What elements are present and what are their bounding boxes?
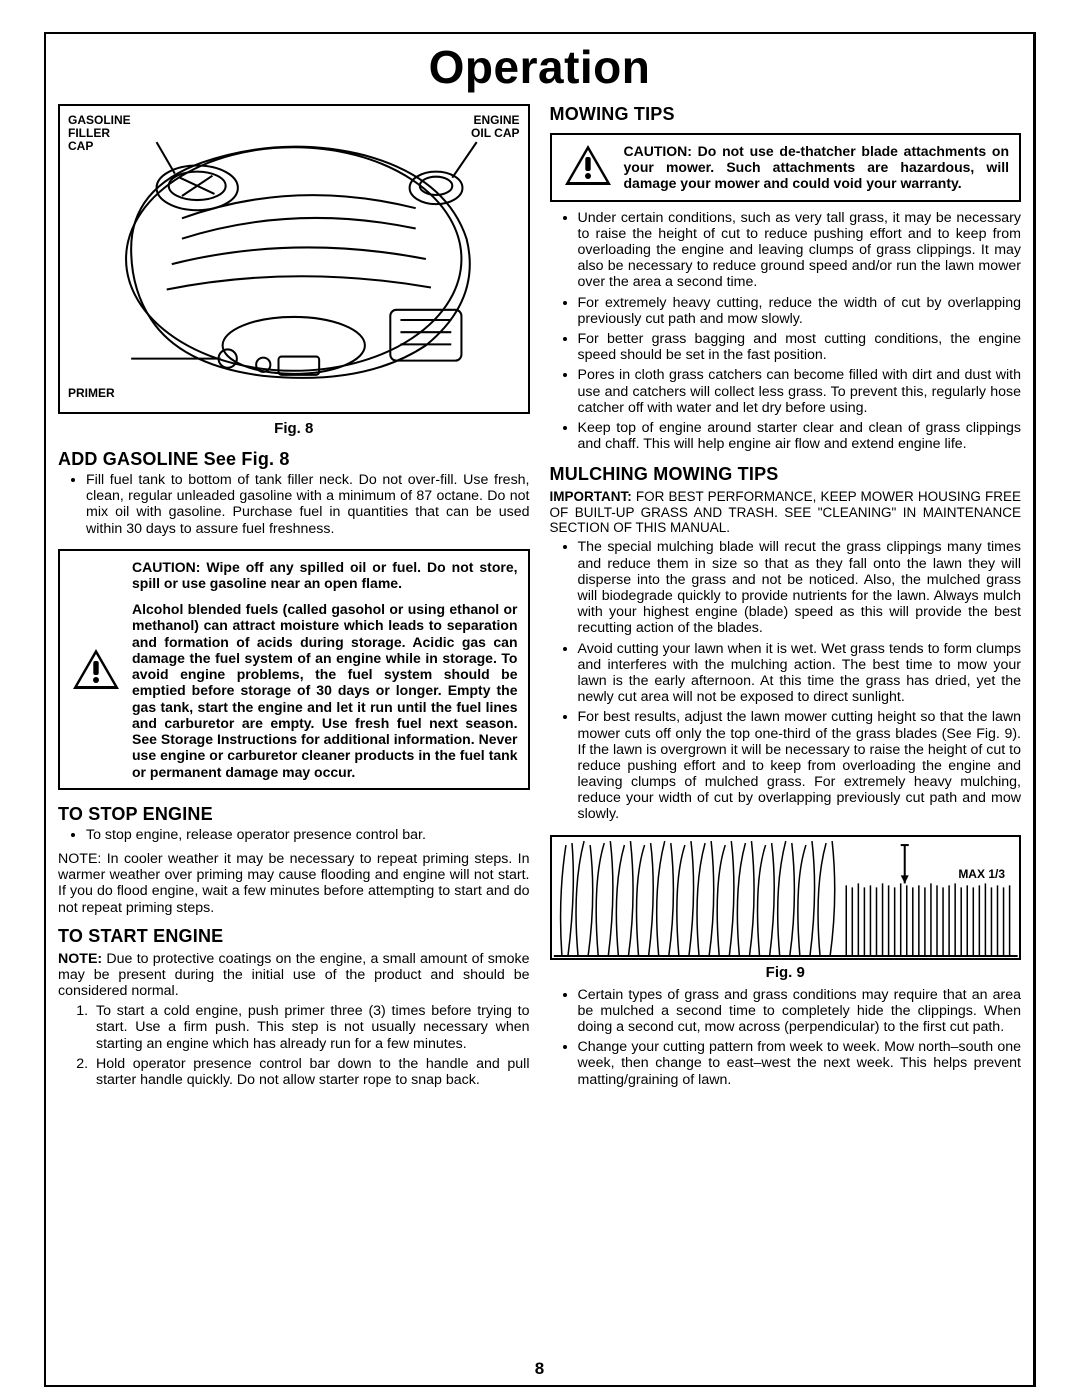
left-column: GASOLINE FILLER CAP ENGINE OIL CAP PRIME…	[58, 104, 530, 1094]
list-item: Change your cutting pattern from week to…	[578, 1039, 1022, 1088]
right-column: MOWING TIPS CAUTION: Do not use de-thatc…	[550, 104, 1022, 1094]
caution-box-fuel: CAUTION: Wipe off any spilled oil or fue…	[58, 549, 530, 790]
list-item: Hold operator presence control bar down …	[92, 1056, 530, 1088]
list-item: Fill fuel tank to bottom of tank filler …	[86, 472, 530, 537]
heading-mulching-tips: MULCHING MOWING TIPS	[550, 464, 1022, 485]
caution-fuel-text: CAUTION: Wipe off any spilled oil or fue…	[132, 559, 518, 780]
list-item: Pores in cloth grass catchers can become…	[578, 367, 1022, 416]
caution-dethatcher-text: CAUTION: Do not use de-thatcher blade at…	[624, 143, 1010, 192]
list-item: For better grass bagging and most cuttin…	[578, 331, 1022, 363]
list-item: For best results, adjust the lawn mower …	[578, 709, 1022, 822]
heading-start-engine: TO START ENGINE	[58, 926, 530, 947]
heading-add-gasoline: ADD GASOLINE See Fig. 8	[58, 449, 530, 470]
fig-8-caption: Fig. 8	[58, 420, 530, 437]
label-max-third: MAX 1/3	[958, 867, 1005, 881]
page-number: 8	[535, 1359, 544, 1379]
add-gasoline-list: Fill fuel tank to bottom of tank filler …	[58, 472, 530, 541]
page: Operation	[0, 0, 1080, 1397]
stop-engine-list: To stop engine, release operator presenc…	[58, 827, 530, 847]
warning-icon	[562, 143, 614, 192]
label-primer: PRIMER	[68, 387, 115, 400]
list-item: Keep top of engine around starter clear …	[578, 420, 1022, 452]
page-title: Operation	[58, 40, 1021, 94]
engine-figure-8: GASOLINE FILLER CAP ENGINE OIL CAP PRIME…	[58, 104, 530, 414]
mowing-tips-list: Under certain conditions, such as very t…	[550, 210, 1022, 457]
grass-diagram-svg	[552, 837, 1020, 958]
start-engine-note: NOTE: Due to protective coatings on the …	[58, 951, 530, 1000]
page-border: Operation	[44, 32, 1036, 1387]
heading-stop-engine: TO STOP ENGINE	[58, 804, 530, 825]
list-item: The special mulching blade will recut th…	[578, 539, 1022, 636]
grass-figure-9: MAX 1/3	[550, 835, 1022, 960]
caution-fuel-p2: Alcohol blended fuels (called gasohol or…	[132, 601, 518, 780]
mulching-list-b: Certain types of grass and grass conditi…	[550, 987, 1022, 1092]
two-column-layout: GASOLINE FILLER CAP ENGINE OIL CAP PRIME…	[58, 104, 1021, 1094]
list-item: Certain types of grass and grass conditi…	[578, 987, 1022, 1036]
label-engine-oil-cap: ENGINE OIL CAP	[471, 114, 519, 140]
list-item: To stop engine, release operator presenc…	[86, 827, 530, 843]
list-item: For extremely heavy cutting, reduce the …	[578, 295, 1022, 327]
mulching-important: IMPORTANT: FOR BEST PERFORMANCE, KEEP MO…	[550, 489, 1022, 535]
caution-fuel-p1: CAUTION: Wipe off any spilled oil or fue…	[132, 559, 518, 591]
list-item: Avoid cutting your lawn when it is wet. …	[578, 641, 1022, 706]
mulching-list-a: The special mulching blade will recut th…	[550, 539, 1022, 826]
warning-icon	[70, 559, 122, 780]
heading-mowing-tips: MOWING TIPS	[550, 104, 1022, 125]
caution-box-dethatcher: CAUTION: Do not use de-thatcher blade at…	[550, 133, 1022, 202]
list-item: To start a cold engine, push primer thre…	[92, 1003, 530, 1052]
list-item: Under certain conditions, such as very t…	[578, 210, 1022, 291]
start-engine-steps: To start a cold engine, push primer thre…	[58, 1003, 530, 1092]
label-gasoline-filler-cap: GASOLINE FILLER CAP	[68, 114, 131, 154]
fig-9-caption: Fig. 9	[550, 964, 1022, 981]
stop-engine-note: NOTE: In cooler weather it may be necess…	[58, 851, 530, 916]
